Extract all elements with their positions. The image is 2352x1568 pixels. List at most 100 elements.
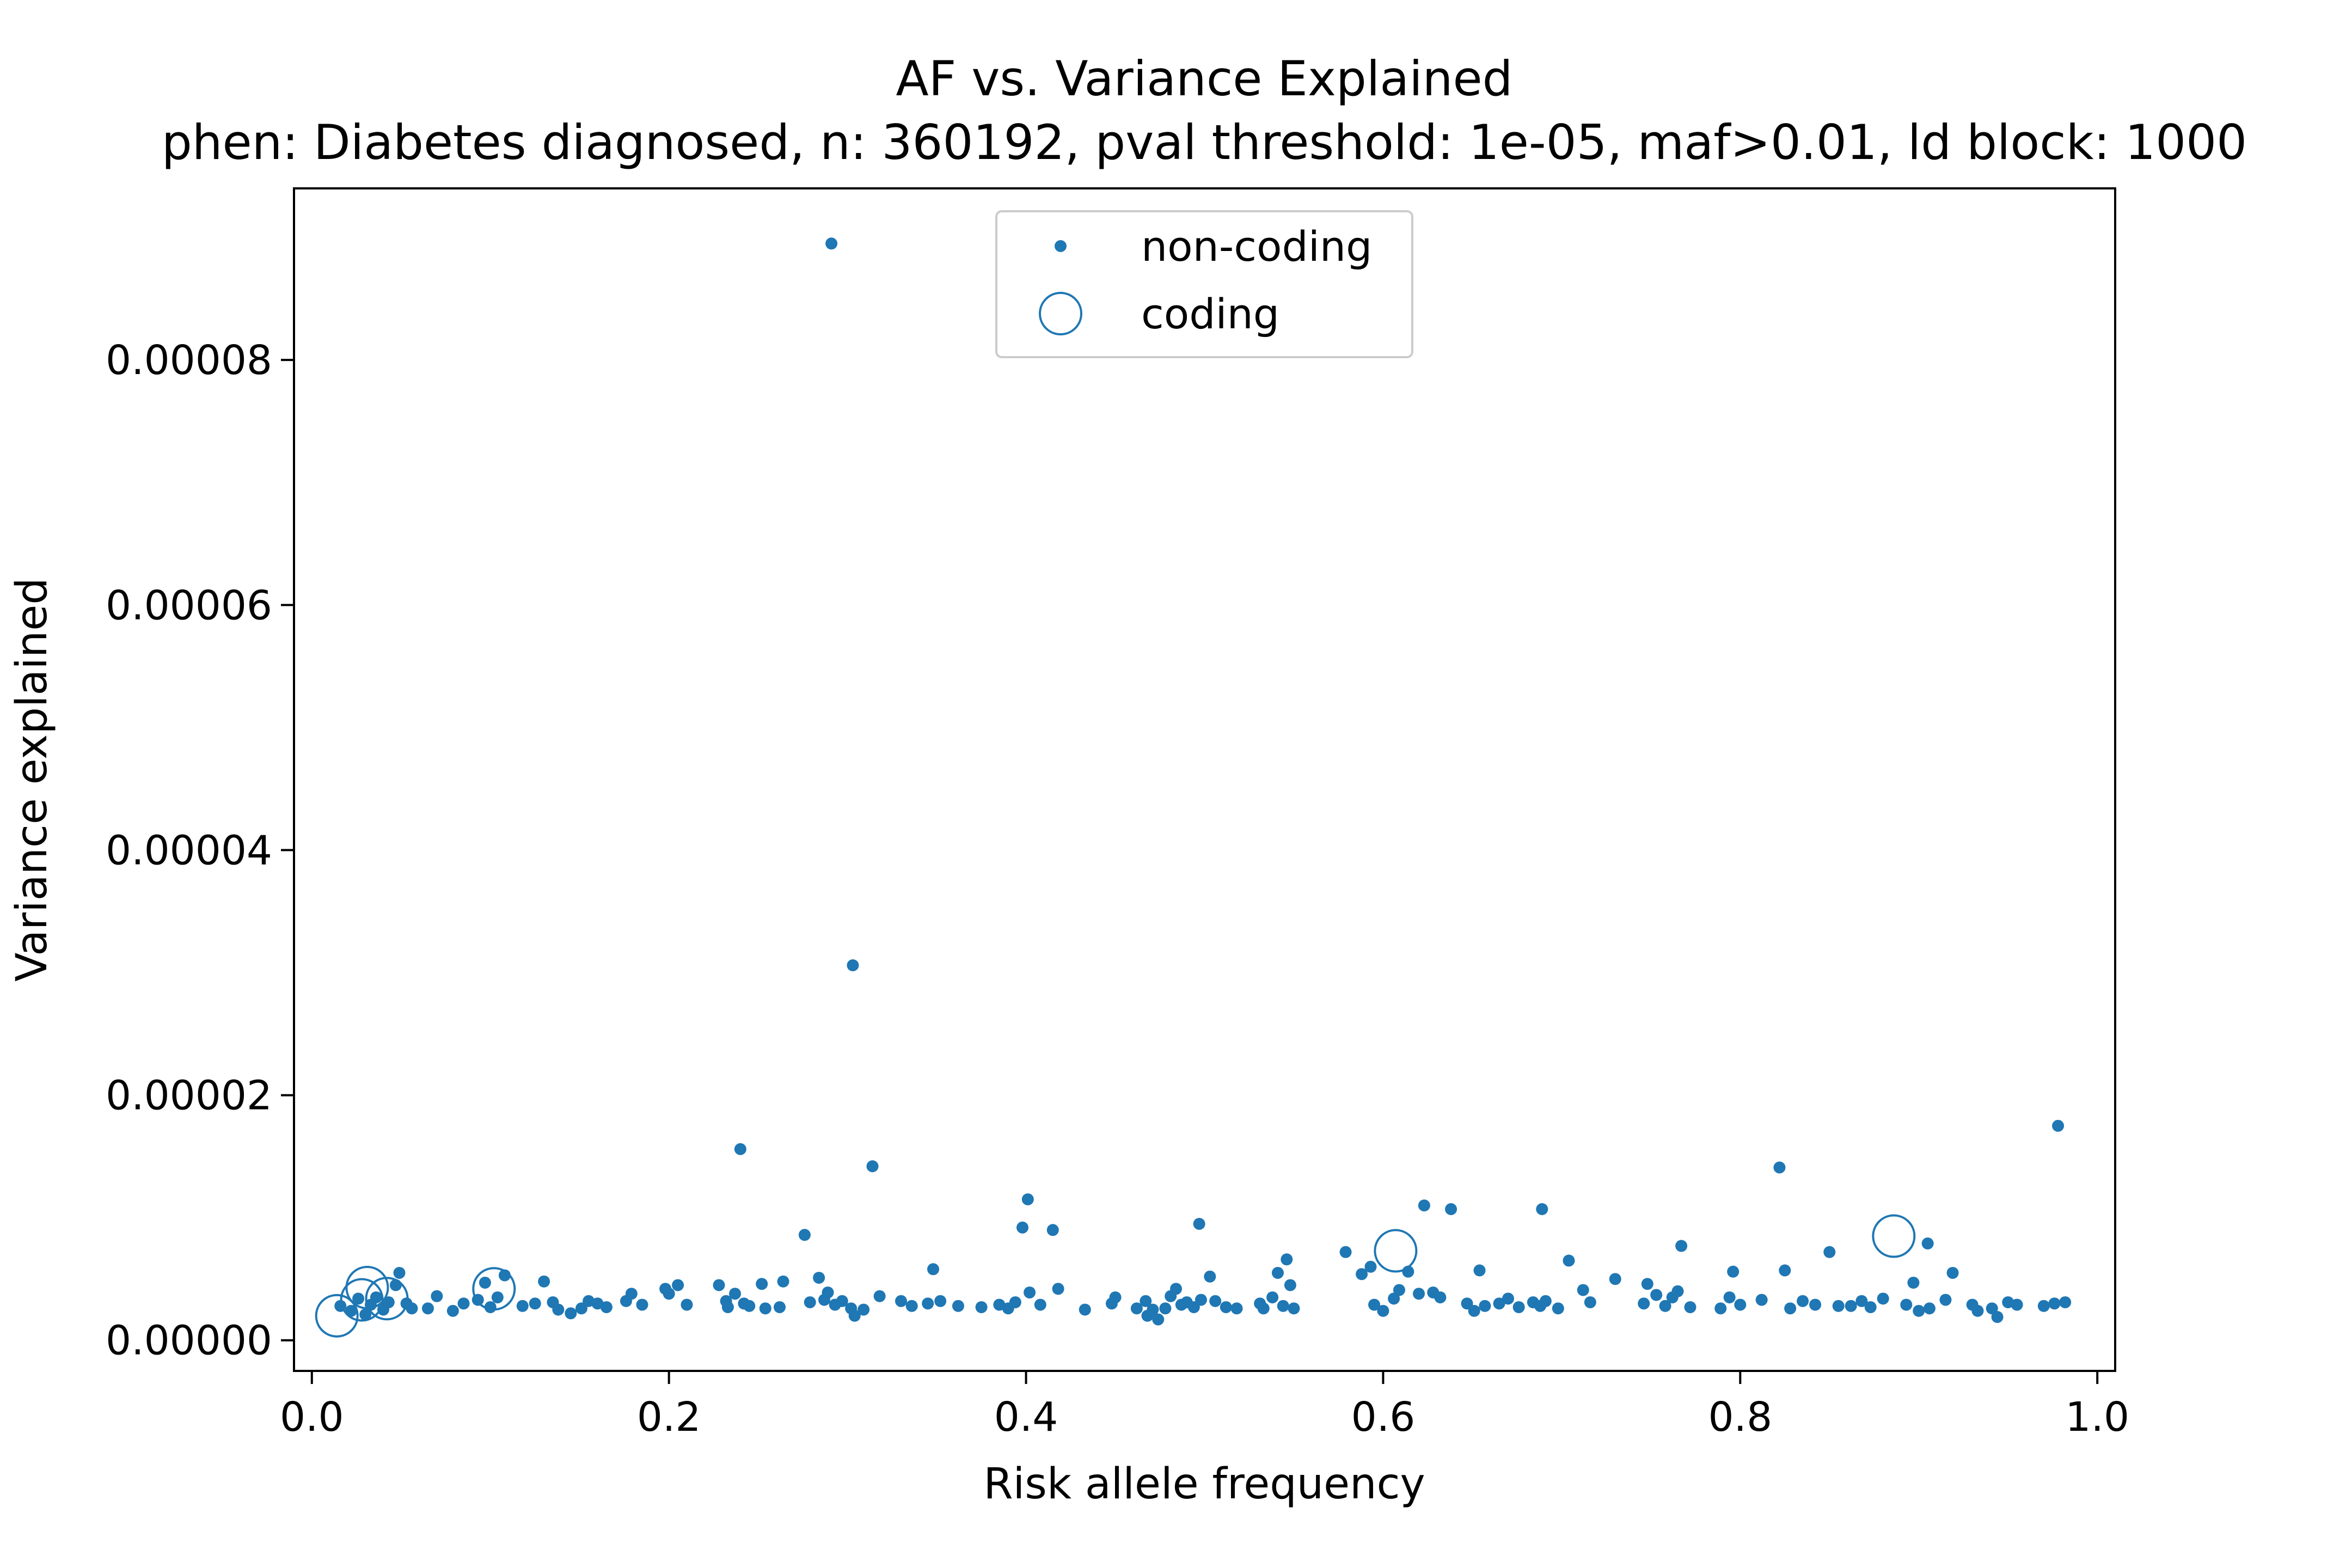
non-coding-point [1684,1301,1696,1313]
non-coding-point [446,1304,459,1317]
non-coding-point [1877,1293,1889,1305]
non-coding-point [1147,1303,1159,1316]
non-coding-point [1034,1298,1046,1311]
non-coding-point [370,1291,382,1303]
x-tick-label: 0.6 [1351,1394,1416,1441]
non-coding-point [1845,1300,1857,1312]
non-coding-point [1209,1295,1222,1307]
non-coding-point [1024,1286,1036,1298]
non-coding-point [1638,1297,1650,1310]
non-coding-point [681,1298,693,1311]
non-coding-point [873,1290,886,1302]
non-coding-point [1204,1270,1216,1283]
non-coding-point [1991,1310,2004,1323]
non-coding-point [1755,1294,1768,1306]
non-coding-point [756,1278,768,1290]
non-coding-point [1577,1284,1589,1296]
x-tick-label: 1.0 [2065,1394,2129,1441]
non-coding-point [857,1303,870,1316]
non-coding-point [1418,1199,1430,1212]
legend: non-coding coding [995,210,1413,358]
non-coding-point [1971,1304,1984,1317]
non-coding-point [1193,1217,1205,1230]
non-coding-point [552,1303,565,1316]
non-coding-point [847,959,859,971]
non-coding-point [1563,1254,1575,1267]
non-coding-point [421,1302,434,1315]
x-axis: 0.0 0.2 0.4 0.6 0.8 1.0 [280,1371,2129,1441]
non-coding-point [1079,1303,1091,1316]
x-axis-label: Risk allele frequency [983,1460,1425,1509]
non-coding-point [1809,1298,1822,1311]
non-coding-point [1109,1291,1122,1303]
non-coding-point [895,1295,907,1307]
non-coding-point [1473,1264,1486,1277]
non-coding-point [431,1290,443,1302]
non-coding-point [1946,1266,1959,1279]
non-coding-point [1288,1302,1300,1315]
non-coding-point [2052,1119,2065,1132]
non-coding-point [479,1276,491,1289]
non-coding-point [1130,1302,1143,1315]
non-coding-point [1052,1283,1064,1295]
non-coding-point [1650,1289,1663,1301]
non-coding-point [1539,1295,1552,1307]
non-coding-point [1609,1273,1621,1285]
non-coding-point [922,1297,934,1310]
non-coding-point [1727,1265,1739,1278]
non-coding-point [1152,1313,1165,1326]
non-coding-point [636,1298,648,1311]
non-coding-point [777,1275,789,1288]
x-tick-label: 0.2 [637,1394,701,1441]
y-tick-label: 0.00004 [106,827,272,874]
non-coding-point [1913,1304,1925,1317]
non-coding-point [1536,1203,1548,1215]
non-coding-point [1046,1224,1059,1236]
non-coding-point [1284,1279,1296,1291]
non-coding-point [1339,1246,1352,1258]
coding-point [1872,1214,1916,1258]
non-coding-point [352,1293,365,1305]
coding-point [315,1294,359,1338]
legend-box [995,210,1413,358]
non-coding-point [1512,1301,1525,1313]
coding-point [345,1265,389,1309]
non-coding-point [836,1295,848,1307]
non-coding-point [1170,1283,1183,1295]
non-coding-point [1797,1295,1809,1307]
non-coding-point [406,1302,418,1315]
non-coding-point [1016,1221,1028,1234]
non-coding-point [2037,1300,2050,1312]
non-coding-point [1734,1298,1747,1311]
non-coding-point [713,1279,725,1291]
non-coding-point [1939,1294,1952,1306]
non-coding-point [1864,1301,1877,1313]
non-coding-point [1479,1300,1491,1312]
legend-non-coding-marker [1055,240,1067,252]
non-coding-point [1671,1285,1684,1297]
coding-point [1374,1229,1418,1273]
non-coding-point [1779,1264,1791,1277]
non-coding-point [1140,1295,1152,1307]
non-coding-point [1723,1291,1736,1303]
x-tick-label: 0.0 [280,1394,344,1441]
non-coding-point [822,1286,834,1298]
non-coding-point [804,1296,816,1308]
non-coding-point [952,1300,964,1312]
non-coding-point [1277,1300,1289,1312]
non-coding-point [1714,1302,1727,1315]
non-coding-point [1281,1253,1293,1266]
y-axis: 0.00000 0.00002 0.00004 0.00006 0.00008 [106,337,294,1364]
y-tick-label: 0.00008 [106,337,272,384]
non-coding-point [721,1301,734,1313]
non-coding-point [1413,1288,1425,1300]
non-coding-point [393,1266,406,1279]
non-coding-point [1230,1302,1243,1315]
non-coding-point [1921,1237,1934,1250]
non-coding-point [2011,1298,2023,1311]
y-tick-label: 0.00002 [106,1073,272,1119]
non-coding-point [1923,1302,1935,1315]
coding-point [365,1277,409,1321]
